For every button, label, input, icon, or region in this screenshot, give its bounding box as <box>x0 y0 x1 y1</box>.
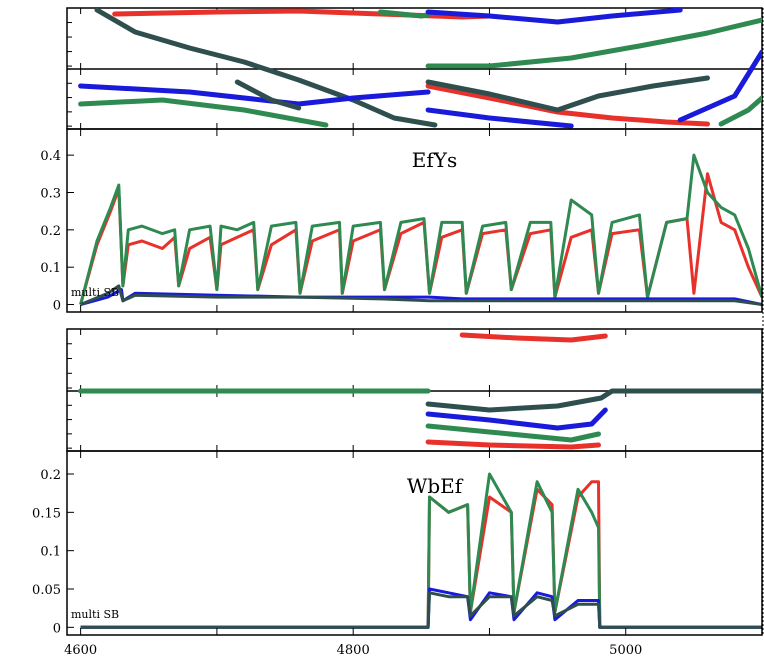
series-line-4 <box>80 591 762 629</box>
y-tick-label: 0.2 <box>40 224 61 239</box>
aux-track-11 <box>234 79 302 111</box>
series-line-1 <box>79 172 762 305</box>
y-tick-label: 0.05 <box>32 583 61 598</box>
y-tick-label: 0.3 <box>40 186 61 201</box>
chart-title: EfYs <box>412 148 457 172</box>
aux-panel-1 <box>66 7 763 130</box>
y-tick-label: 0.1 <box>40 261 61 276</box>
aux-track-13 <box>718 95 762 127</box>
panel-wbef: 0 0.05 0.1 0.15 0.2 4600 4800 5000 WbEf multi SB <box>32 450 763 658</box>
series-line-3 <box>80 587 762 629</box>
y-tick-label: 0 <box>53 299 61 314</box>
y-tick-label: 0.15 <box>32 506 61 521</box>
chart-title: WbEf <box>407 474 464 498</box>
annotation-label: multi SB <box>71 286 119 299</box>
series-line-4 <box>80 284 762 306</box>
aux-track-3 <box>425 388 762 413</box>
aux-track-6 <box>78 83 431 107</box>
aux-track-4 <box>425 407 608 431</box>
y-tick-label: 0.4 <box>40 149 61 164</box>
aux-track-2 <box>377 9 431 19</box>
series-line-1 <box>80 480 762 629</box>
y-tick-label: 0 <box>53 621 61 636</box>
aux-track-4 <box>94 8 438 128</box>
series-line-2 <box>79 153 762 305</box>
annotation-label: multi SB <box>71 608 119 621</box>
aux-panel-2 <box>66 328 763 452</box>
aux-track-6 <box>425 439 601 450</box>
y-tick-label: 0.2 <box>40 468 61 483</box>
aux-track-5 <box>425 423 601 443</box>
panel-efys: 0 0.1 0.2 0.3 0.4 EfYs multi SB <box>40 128 763 314</box>
aux-track-5 <box>425 17 762 69</box>
aux-track-3 <box>425 8 683 25</box>
y-tick-label: 0.1 <box>40 545 61 560</box>
plot-frame <box>66 450 763 636</box>
aux-track-2 <box>459 332 608 343</box>
x-tick-label: 5000 <box>609 643 642 658</box>
aux-track-8 <box>78 97 329 128</box>
x-tick-label: 4600 <box>64 643 97 658</box>
aux-track-9 <box>425 83 710 127</box>
x-tick-label: 4800 <box>337 643 370 658</box>
aux-track-10 <box>425 75 710 113</box>
plot-frame <box>66 128 763 313</box>
aux-track-12 <box>677 49 762 123</box>
aux-track-7 <box>425 107 574 129</box>
